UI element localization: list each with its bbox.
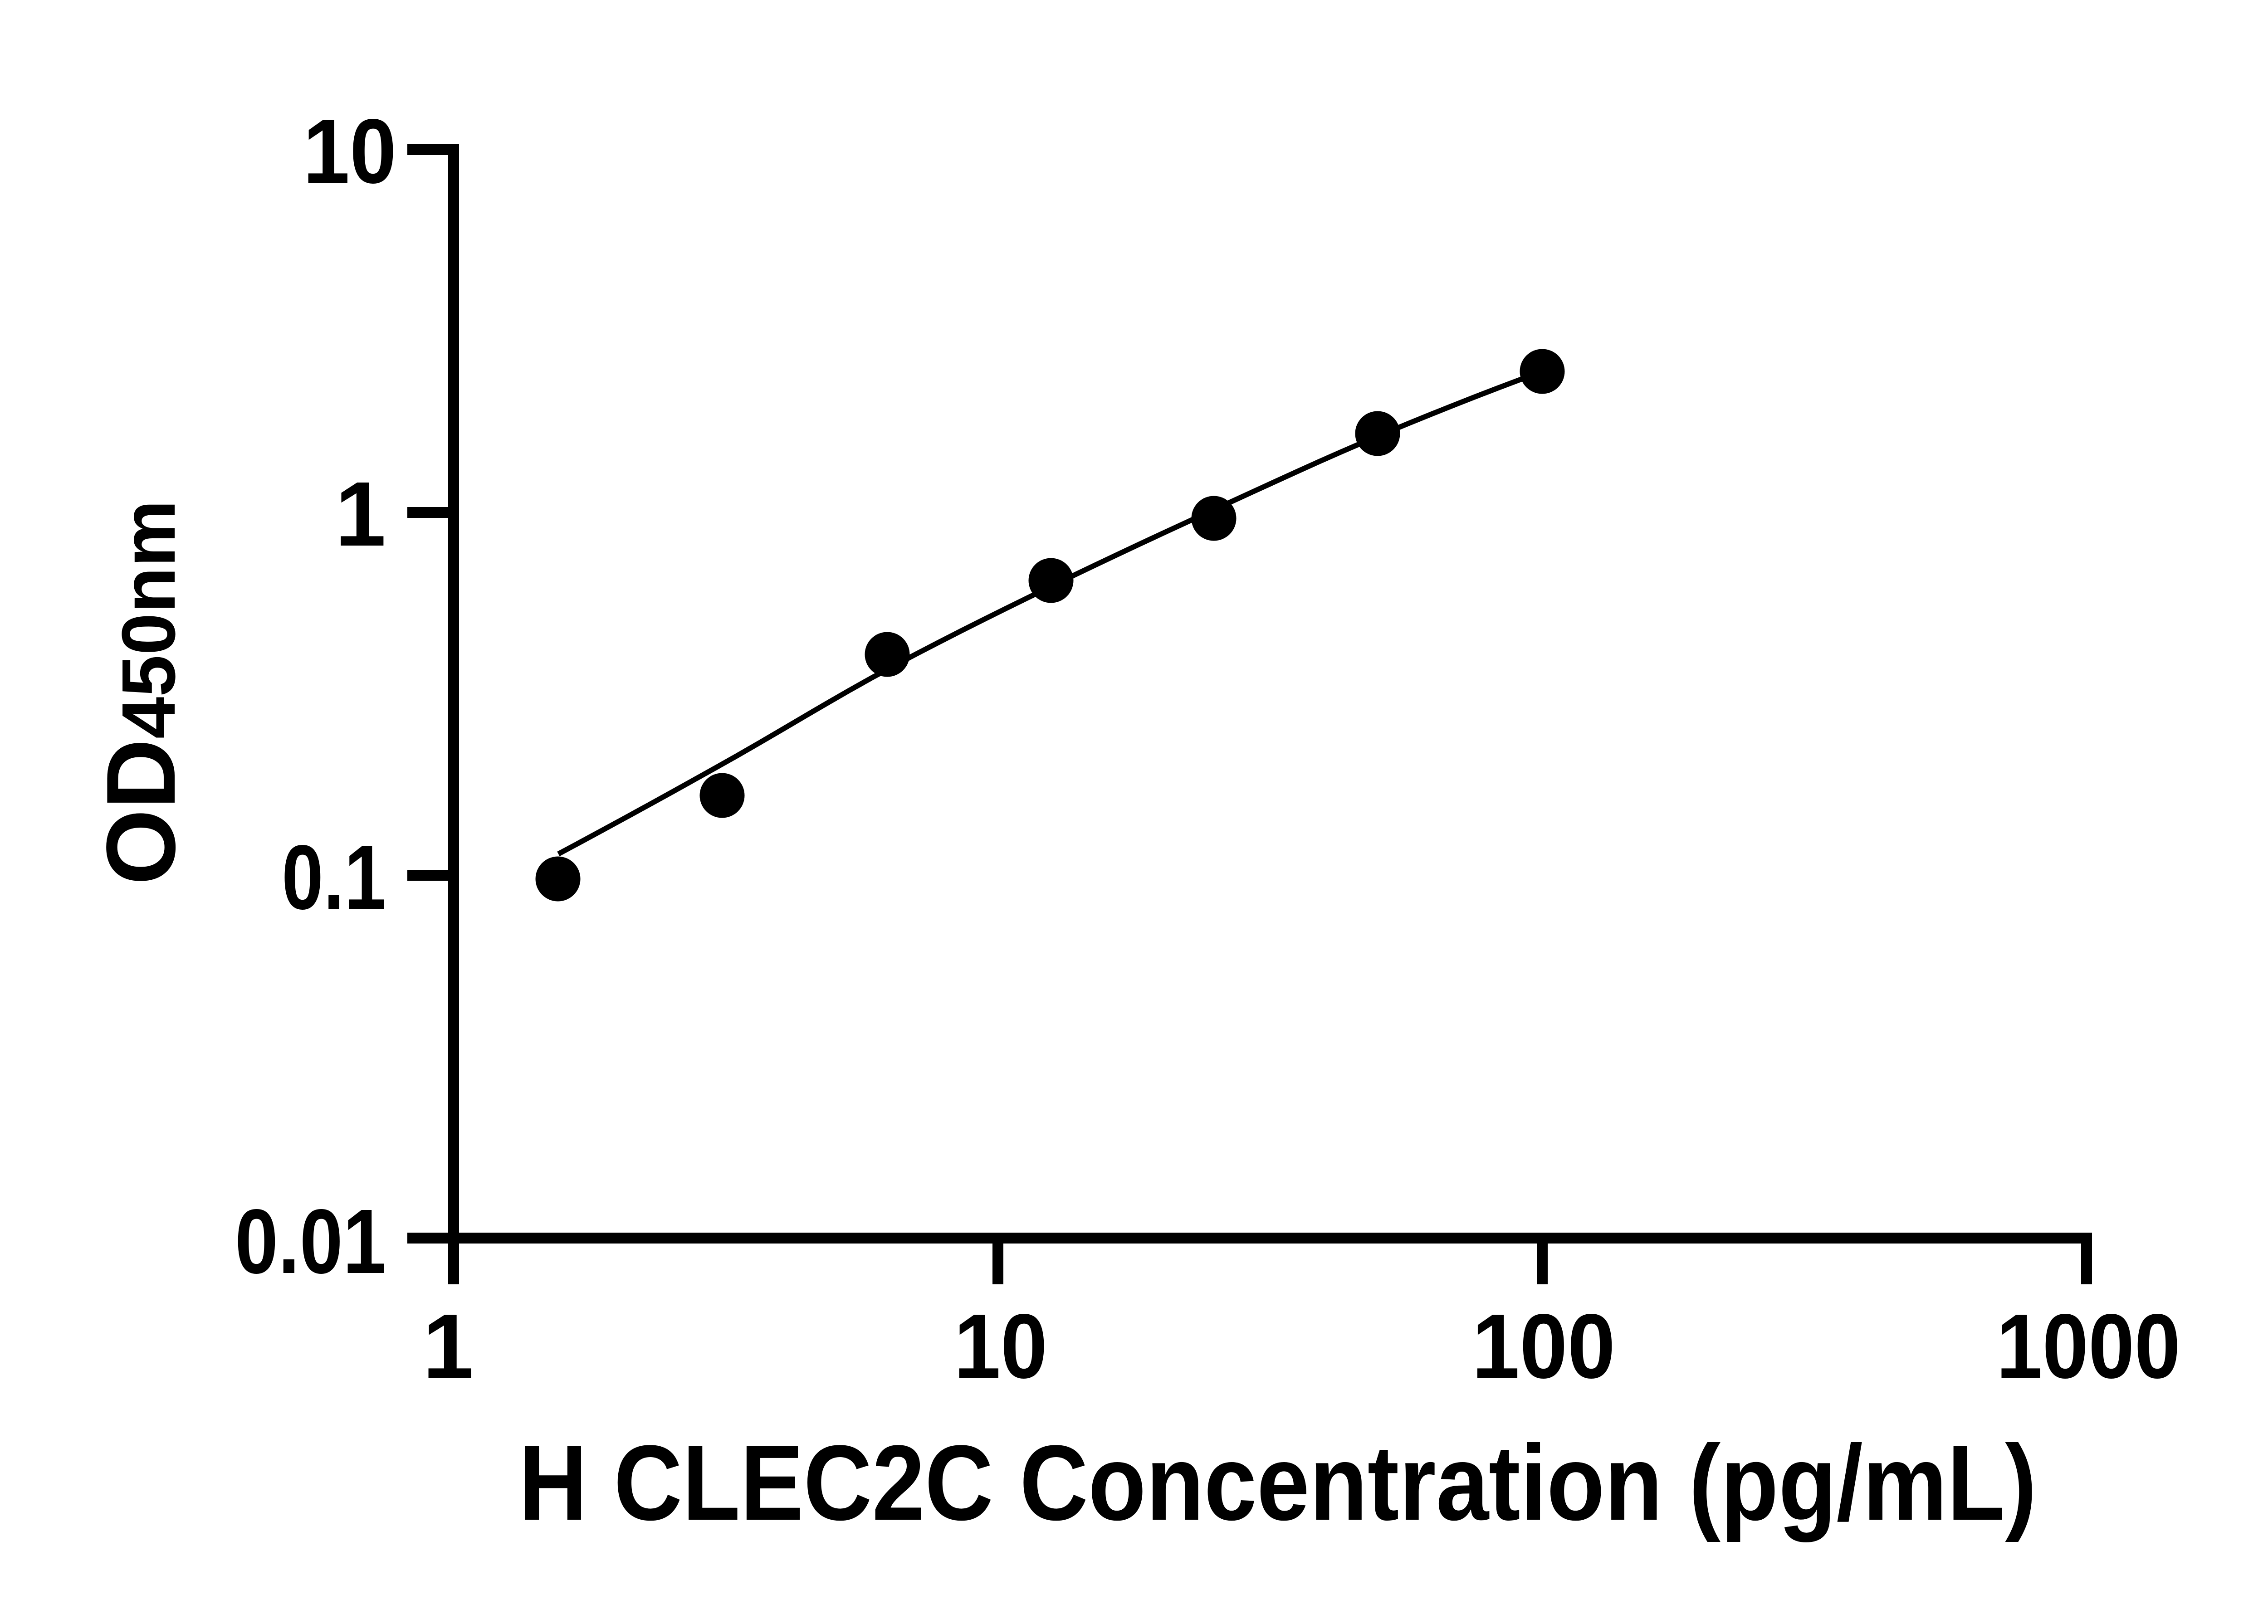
svg-text:1: 1 [423,1295,474,1397]
svg-text:OD450nm: OD450nm [86,500,196,885]
svg-text:1000: 1000 [1996,1295,2180,1397]
svg-text:100: 100 [1472,1295,1615,1397]
svg-text:0.1: 0.1 [282,826,386,928]
svg-text:10: 10 [303,100,396,202]
svg-text:10: 10 [954,1295,1047,1397]
svg-text:H CLEC2C Concentration (pg/mL): H CLEC2C Concentration (pg/mL) [519,1423,2037,1543]
svg-text:1: 1 [335,463,386,565]
svg-text:0.01: 0.01 [235,1190,386,1292]
